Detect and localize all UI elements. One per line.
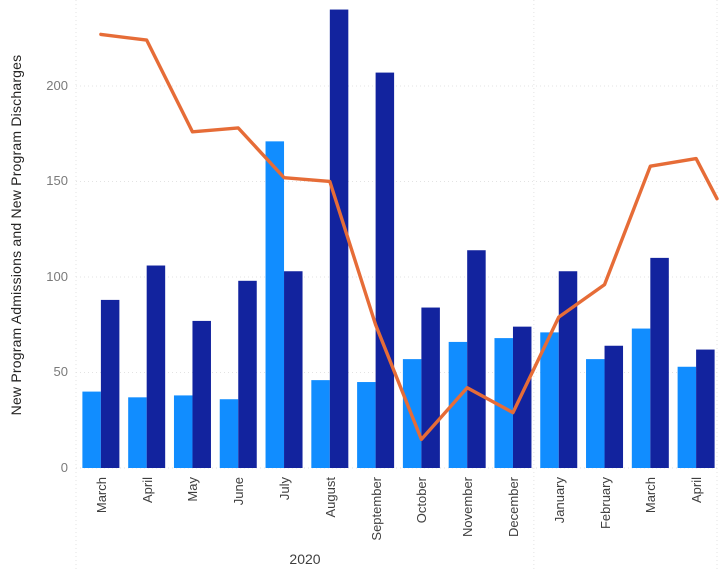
bar-bars-dark-blue-april-1[interactable] bbox=[146, 265, 166, 468]
x-axis-year-label: 2020 bbox=[289, 551, 321, 567]
bar-bars-dark-blue-november-8[interactable] bbox=[467, 250, 486, 468]
x-axis-label-december-9: December bbox=[505, 477, 521, 537]
x-axis-label-january-10: January bbox=[551, 477, 567, 524]
bar-bars-light-blue-february-11[interactable] bbox=[586, 359, 605, 468]
bar-bars-dark-blue-october-7[interactable] bbox=[421, 307, 440, 468]
x-axis-label-october-7: October bbox=[414, 477, 430, 524]
bar-bars-dark-blue-march-0[interactable] bbox=[100, 299, 120, 468]
bar-bars-dark-blue-december-9[interactable] bbox=[512, 326, 532, 468]
bar-bars-light-blue-march-0[interactable] bbox=[82, 391, 101, 468]
x-axis-label-july-4: July bbox=[277, 477, 293, 501]
y-tick-label-50: 50 bbox=[53, 364, 68, 380]
y-tick-label-200: 200 bbox=[46, 77, 68, 93]
bar-bars-light-blue-april-1[interactable] bbox=[128, 397, 147, 468]
bar-bars-dark-blue-july-4[interactable] bbox=[284, 271, 303, 468]
x-axis-label-april-13: April bbox=[689, 477, 705, 504]
bar-bars-dark-blue-september-6[interactable] bbox=[375, 72, 395, 468]
x-axis-label-april-1: April bbox=[139, 477, 155, 504]
x-axis-label-february-11: February bbox=[597, 477, 613, 530]
y-tick-label-150: 150 bbox=[46, 173, 68, 189]
x-axis-label-august-5: August bbox=[322, 477, 338, 518]
x-axis-label-march-12: March bbox=[643, 477, 659, 514]
bar-bars-dark-blue-may-2[interactable] bbox=[192, 320, 211, 468]
y-axis-title: New Program Admissions and New Program D… bbox=[8, 54, 24, 416]
bar-bars-dark-blue-march-12[interactable] bbox=[650, 257, 669, 468]
bar-bars-light-blue-june-3[interactable] bbox=[219, 399, 239, 468]
bar-bars-dark-blue-june-3[interactable] bbox=[238, 280, 257, 468]
bar-bars-light-blue-december-9[interactable] bbox=[494, 338, 513, 468]
x-axis-label-november-8: November bbox=[460, 477, 476, 537]
bar-bars-light-blue-august-5[interactable] bbox=[311, 380, 330, 468]
bar-bars-dark-blue-august-5[interactable] bbox=[329, 9, 349, 468]
bar-bars-light-blue-september-6[interactable] bbox=[357, 382, 376, 468]
bar-bars-dark-blue-april-13[interactable] bbox=[696, 349, 715, 468]
x-axis-label-march-0: March bbox=[93, 477, 109, 514]
bar-bars-light-blue-march-12[interactable] bbox=[631, 328, 651, 468]
bar-bars-light-blue-may-2[interactable] bbox=[173, 395, 193, 468]
bar-bars-light-blue-january-10[interactable] bbox=[540, 332, 559, 468]
y-tick-label-100: 100 bbox=[46, 268, 68, 284]
x-axis-label-may-2: May bbox=[185, 477, 201, 502]
y-tick-label-0: 0 bbox=[60, 460, 68, 475]
trend-line[interactable] bbox=[99, 32, 719, 442]
bar-bars-light-blue-july-4[interactable] bbox=[265, 141, 285, 468]
bar-bars-dark-blue-february-11[interactable] bbox=[604, 345, 624, 468]
x-axis-label-june-3: June bbox=[231, 477, 247, 506]
bar-bars-dark-blue-january-10[interactable] bbox=[558, 271, 578, 468]
x-axis-label-september-6: September bbox=[368, 477, 384, 541]
bar-bars-light-blue-november-8[interactable] bbox=[448, 341, 468, 468]
bar-bars-light-blue-april-13[interactable] bbox=[677, 366, 697, 468]
